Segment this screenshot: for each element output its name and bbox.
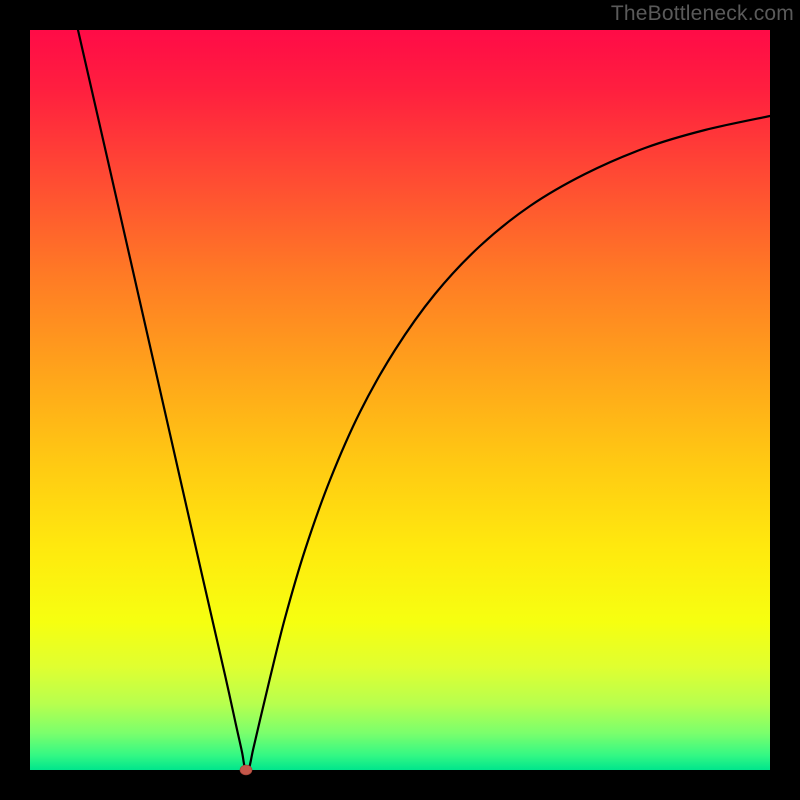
bottleneck-chart — [0, 0, 800, 800]
plot-area — [30, 30, 770, 770]
watermark-label: TheBottleneck.com — [611, 2, 794, 26]
optimal-point-marker — [240, 765, 252, 775]
chart-frame: TheBottleneck.com — [0, 0, 800, 800]
